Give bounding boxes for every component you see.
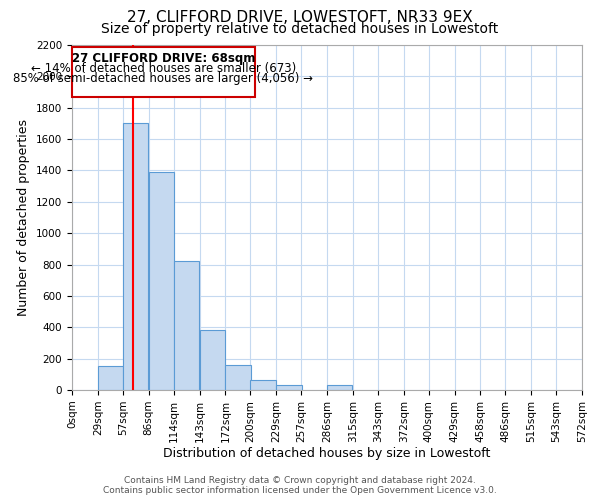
Bar xyxy=(226,365,251,390)
Bar xyxy=(327,386,352,390)
Text: 27, CLIFFORD DRIVE, LOWESTOFT, NR33 9EX: 27, CLIFFORD DRIVE, LOWESTOFT, NR33 9EX xyxy=(127,10,473,25)
Text: 27 CLIFFORD DRIVE: 68sqm: 27 CLIFFORD DRIVE: 68sqm xyxy=(72,52,255,64)
Bar xyxy=(173,260,199,390)
Text: Contains HM Land Registry data © Crown copyright and database right 2024.
Contai: Contains HM Land Registry data © Crown c… xyxy=(103,476,497,495)
Bar xyxy=(276,386,302,390)
Y-axis label: Number of detached properties: Number of detached properties xyxy=(17,119,31,316)
FancyBboxPatch shape xyxy=(72,48,255,97)
Text: ← 14% of detached houses are smaller (673): ← 14% of detached houses are smaller (67… xyxy=(31,62,296,75)
Bar xyxy=(199,330,225,390)
Text: 85% of semi-detached houses are larger (4,056) →: 85% of semi-detached houses are larger (… xyxy=(13,72,313,85)
Bar xyxy=(250,380,276,390)
Bar xyxy=(98,366,123,390)
Bar xyxy=(123,124,148,390)
Bar xyxy=(149,172,174,390)
X-axis label: Distribution of detached houses by size in Lowestoft: Distribution of detached houses by size … xyxy=(163,448,491,460)
Text: Size of property relative to detached houses in Lowestoft: Size of property relative to detached ho… xyxy=(101,22,499,36)
